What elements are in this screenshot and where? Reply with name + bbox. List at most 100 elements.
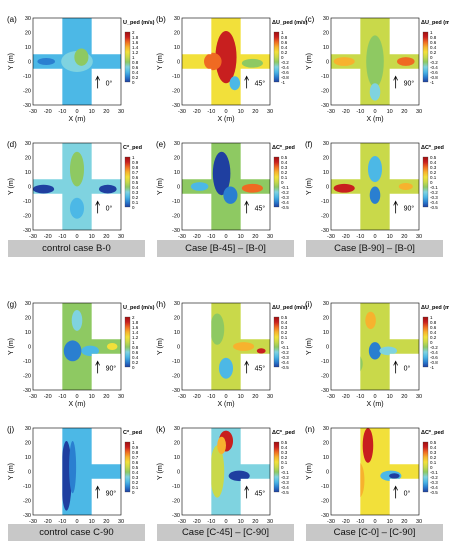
x-tick-label: -20 xyxy=(342,394,350,400)
wind-direction-label: 45° xyxy=(255,489,266,497)
contour-region xyxy=(223,186,238,204)
y-tick-label: -20 xyxy=(23,374,31,380)
wind-box xyxy=(241,198,268,219)
x-tick-label: -10 xyxy=(58,394,66,400)
colorbar-tick: 0.8 xyxy=(132,345,139,350)
colorbar-tick: -1 xyxy=(430,80,434,85)
x-tick-label: 0 xyxy=(75,519,78,525)
colorbar-tick: 0.4 xyxy=(430,160,437,165)
y-tick-label: 10 xyxy=(174,455,180,461)
y-tick-label: 10 xyxy=(25,170,31,176)
colorbar-tick: -0.4 xyxy=(281,200,289,205)
y-axis-label: Y (m) xyxy=(306,178,313,195)
plot-frame xyxy=(330,17,420,106)
contour-region xyxy=(106,343,118,350)
colorbar-tick: 0 xyxy=(132,205,135,210)
y-tick-label: -30 xyxy=(23,388,31,394)
colorbar-tick: 0.8 xyxy=(132,450,139,455)
wind-direction-label: 90° xyxy=(404,79,415,87)
contour-region xyxy=(369,83,381,101)
colorbar-tick: 1.6 xyxy=(132,40,139,45)
y-tick-label: 30 xyxy=(25,141,31,147)
colorbar-tick: -0.3 xyxy=(281,355,289,360)
y-tick-label: 30 xyxy=(323,301,329,307)
y-tick-label: 20 xyxy=(25,31,31,37)
contour-region xyxy=(69,151,85,187)
y-tick-label: 10 xyxy=(323,455,329,461)
panel-letter: (f) xyxy=(305,140,313,149)
colorbar-title: ΔU_ped (m/s) xyxy=(421,20,449,26)
y-tick-label: -20 xyxy=(23,499,31,505)
colorbar-tick: -0.5 xyxy=(281,365,289,370)
colorbar-tick: -0.5 xyxy=(430,490,438,495)
colorbar-tick: 0.1 xyxy=(281,335,288,340)
y-tick-label: 10 xyxy=(25,45,31,51)
x-tick-label: 10 xyxy=(387,109,393,115)
x-tick-label: 30 xyxy=(267,394,273,400)
colorbar-tick: 0.2 xyxy=(132,195,139,200)
y-tick-label: 30 xyxy=(174,141,180,147)
y-axis-label: Y (m) xyxy=(306,463,313,480)
x-tick-label: 0 xyxy=(224,519,227,525)
y-tick-label: 10 xyxy=(323,330,329,336)
contour-region xyxy=(215,31,237,84)
colorbar-tick: 1.4 xyxy=(132,330,139,335)
x-tick-label: -10 xyxy=(356,519,364,525)
colorbar-tick: 0.4 xyxy=(430,45,437,50)
y-tick-label: 0 xyxy=(326,470,329,476)
x-tick-label: -10 xyxy=(356,109,364,115)
y-tick-label: -30 xyxy=(321,228,329,234)
colorbar-tick: 0.1 xyxy=(430,175,437,180)
plot-frame xyxy=(181,142,271,231)
x-tick-label: 10 xyxy=(238,234,244,240)
contour-region xyxy=(62,441,72,511)
wind-direction-label: 0° xyxy=(106,204,113,212)
wind-arrow-icon xyxy=(244,75,249,89)
x-tick-label: -10 xyxy=(356,234,364,240)
wind-box xyxy=(241,358,268,379)
y-tick-label: -10 xyxy=(321,484,329,490)
x-tick-label: 10 xyxy=(89,109,95,115)
y-tick-label: -10 xyxy=(321,74,329,80)
colorbar-tick: 0.2 xyxy=(281,170,288,175)
colorbar-tick: 0.5 xyxy=(132,180,139,185)
x-tick-label: -30 xyxy=(327,234,335,240)
colorbar-tick: 0.2 xyxy=(430,170,437,175)
colorbar-tick: 2 xyxy=(132,315,135,320)
y-tick-label: -30 xyxy=(172,513,180,519)
x-tick-label: 20 xyxy=(401,519,407,525)
x-tick-label: -10 xyxy=(207,519,215,525)
caption-c0-minus-c90: Case [C-0] – [C-90] xyxy=(306,524,443,541)
x-tick-label: 0 xyxy=(75,394,78,400)
colorbar xyxy=(273,316,280,368)
contour-region xyxy=(241,183,263,193)
contour-region xyxy=(333,57,355,66)
colorbar-tick: -0.8 xyxy=(281,75,289,80)
colorbar-tick: 0.2 xyxy=(430,455,437,460)
y-tick-label: 0 xyxy=(177,470,180,476)
colorbar-tick: -0.6 xyxy=(430,70,438,75)
y-tick-label: 0 xyxy=(28,470,31,476)
colorbar-tick: 0.2 xyxy=(430,50,437,55)
colorbar-tick: -0.2 xyxy=(281,475,289,480)
y-tick-label: 20 xyxy=(25,441,31,447)
colorbar xyxy=(422,156,429,208)
contour-region xyxy=(360,462,365,498)
y-tick-label: -30 xyxy=(23,228,31,234)
colorbar-tick: 0.5 xyxy=(430,440,437,445)
colorbar-title: U_ped (m/s) xyxy=(123,305,155,311)
y-tick-label: 30 xyxy=(174,16,180,22)
x-tick-label: -10 xyxy=(58,519,66,525)
colorbar-tick: 0.5 xyxy=(281,315,288,320)
y-tick-label: 10 xyxy=(174,330,180,336)
x-tick-label: -30 xyxy=(178,394,186,400)
contour-region xyxy=(233,342,255,351)
colorbar-tick: 1 xyxy=(430,315,433,320)
x-tick-label: 30 xyxy=(267,234,273,240)
colorbar-tick: 0.5 xyxy=(281,155,288,160)
y-axis-label: Y (m) xyxy=(306,53,313,70)
y-tick-label: 0 xyxy=(177,345,180,351)
x-tick-label: -10 xyxy=(356,394,364,400)
y-tick-label: 20 xyxy=(25,156,31,162)
